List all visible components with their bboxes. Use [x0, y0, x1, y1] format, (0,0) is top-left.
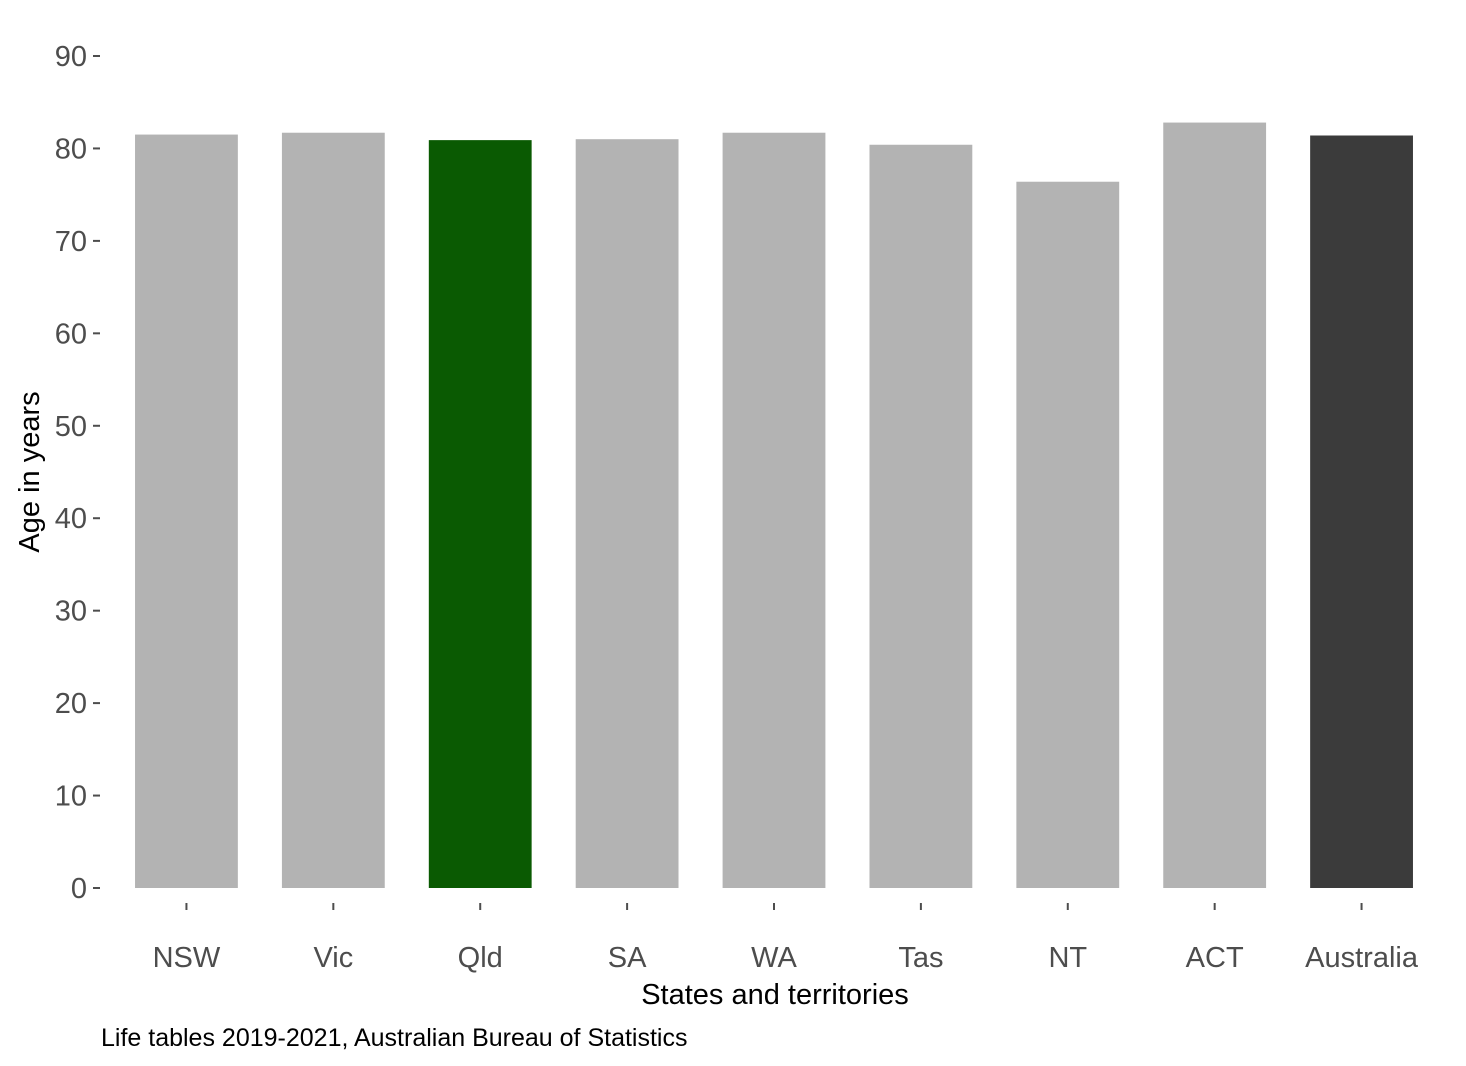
y-axis-title: Age in years	[14, 391, 46, 552]
bar-act	[1163, 122, 1267, 888]
x-axis: NSW Vic Qld SA WA Tas NT ACT Australia	[153, 903, 1419, 974]
bar-tas	[869, 144, 973, 888]
bars-group	[135, 122, 1413, 889]
x-tick-label: ACT	[1186, 942, 1244, 974]
x-tick-label: SA	[608, 942, 647, 974]
y-tick-label: 40	[55, 503, 87, 535]
y-tick-label: 70	[55, 226, 87, 258]
y-tick-label: 80	[55, 133, 87, 165]
y-tick-label: 20	[55, 688, 87, 720]
bar-wa	[722, 132, 826, 888]
x-axis-title: States and territories	[641, 979, 909, 1011]
bar-australia	[1310, 135, 1413, 889]
bar-nt	[1016, 181, 1120, 889]
x-tick-label: Qld	[458, 942, 503, 974]
x-tick-label: Tas	[898, 942, 943, 974]
x-tick-label: WA	[751, 942, 797, 974]
y-tick-label: 30	[55, 596, 87, 628]
y-tick-label: 60	[55, 318, 87, 350]
y-tick-label: 50	[55, 411, 87, 443]
y-tick-label: 10	[55, 781, 87, 813]
x-tick-label: NSW	[153, 942, 221, 974]
bar-vic	[281, 132, 385, 888]
x-tick-label: Australia	[1305, 942, 1419, 974]
bar-sa	[575, 139, 679, 888]
bar-qld	[428, 140, 532, 888]
x-tick-label: NT	[1048, 942, 1087, 974]
x-tick-label: Vic	[313, 942, 353, 974]
y-tick-label: 90	[55, 41, 87, 73]
bar-nsw	[135, 134, 238, 889]
y-tick-label: 0	[71, 873, 87, 905]
chart-caption: Life tables 2019-2021, Australian Bureau…	[101, 1024, 687, 1052]
y-axis: 0 10 20 30 40 50 60 70 80 90	[55, 41, 100, 905]
